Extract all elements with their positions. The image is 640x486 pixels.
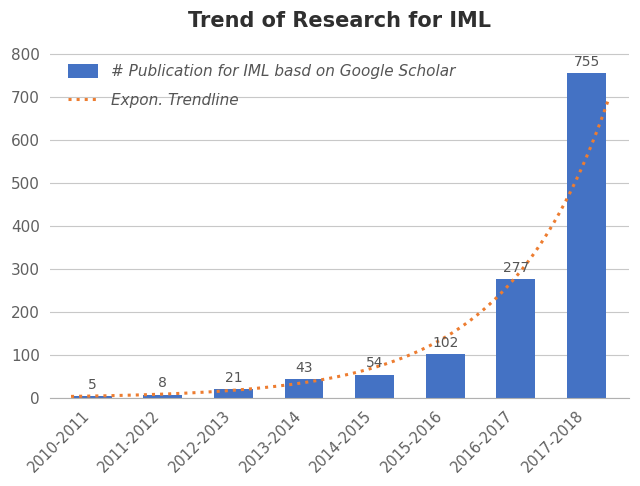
Text: 5: 5 — [88, 378, 97, 392]
Text: 102: 102 — [432, 336, 458, 350]
Bar — [426, 354, 465, 398]
Text: 277: 277 — [503, 260, 529, 275]
Bar — [355, 375, 394, 398]
Bar — [73, 396, 111, 398]
Text: 21: 21 — [225, 371, 243, 384]
Bar — [285, 380, 323, 398]
Text: 54: 54 — [366, 356, 383, 370]
Bar — [497, 279, 535, 398]
Bar — [214, 389, 253, 398]
Text: 755: 755 — [573, 55, 600, 69]
Legend: # Publication for IML basd on Google Scholar, Expon. Trendline: # Publication for IML basd on Google Sch… — [63, 59, 460, 112]
Text: 43: 43 — [295, 361, 313, 375]
Title: Trend of Research for IML: Trend of Research for IML — [188, 11, 491, 31]
Bar — [143, 395, 182, 398]
Bar — [567, 73, 606, 398]
Text: 8: 8 — [158, 376, 167, 390]
